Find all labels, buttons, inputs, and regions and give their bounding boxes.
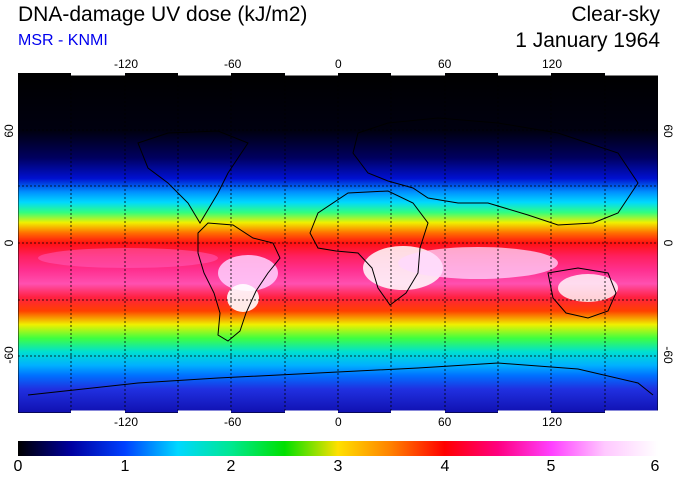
colorbar-label-1: 1	[120, 458, 130, 475]
lon-tick-top-minus60: -60	[224, 57, 242, 71]
lon-tick-bottom-60: 60	[438, 415, 452, 429]
lon-tick-bottom-0: 0	[335, 415, 342, 429]
lat-tick-right-60: 60	[661, 124, 675, 138]
date-label: 1 January 1964	[515, 29, 660, 52]
sky-condition-label: Clear-sky	[571, 3, 660, 26]
colorbar-label-6: 6	[650, 458, 660, 475]
uv-dose-colorbar	[18, 441, 658, 456]
lat-tick-left-minus60: -60	[2, 346, 16, 364]
colorbar-label-5: 5	[546, 458, 556, 475]
lon-tick-top-120: 120	[542, 57, 563, 71]
lon-tick-bottom-120: 120	[542, 415, 563, 429]
uv-dose-world-map	[18, 73, 658, 413]
lat-tick-right-minus60: -60	[661, 346, 675, 364]
lat-tick-left-0: 0	[2, 239, 16, 247]
lon-tick-bottom-minus60: -60	[224, 415, 242, 429]
lon-tick-top-minus120: -120	[114, 57, 139, 71]
lon-tick-top-60: 60	[438, 57, 452, 71]
colorbar-label-4: 4	[440, 458, 450, 475]
colorbar-label-3: 3	[333, 458, 343, 475]
source-label: MSR - KNMI	[18, 32, 108, 49]
lat-tick-right-0: 0	[661, 239, 675, 247]
colorbar-label-2: 2	[226, 458, 236, 475]
lat-tick-left-60: 60	[2, 124, 16, 138]
map-title: DNA-damage UV dose (kJ/m2)	[18, 3, 308, 26]
lon-tick-top-0: 0	[335, 57, 342, 71]
colorbar-label-0: 0	[13, 458, 23, 475]
lon-tick-bottom-minus120: -120	[114, 415, 139, 429]
